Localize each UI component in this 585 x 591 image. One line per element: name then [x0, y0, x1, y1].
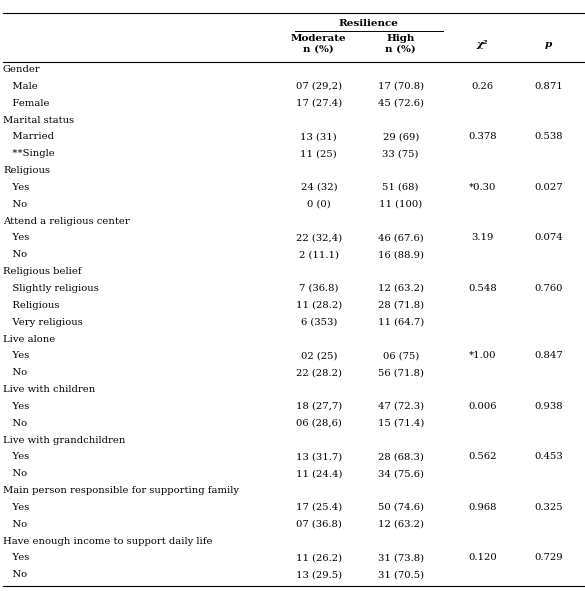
Text: 28 (71.8): 28 (71.8)	[378, 301, 424, 310]
Text: Yes: Yes	[3, 183, 29, 192]
Text: 22 (32,4): 22 (32,4)	[295, 233, 342, 242]
Text: 0.538: 0.538	[535, 132, 563, 141]
Text: No: No	[3, 368, 27, 377]
Text: Female: Female	[3, 99, 49, 108]
Text: 24 (32): 24 (32)	[301, 183, 337, 192]
Text: Yes: Yes	[3, 351, 29, 361]
Text: 45 (72.6): 45 (72.6)	[378, 99, 424, 108]
Text: Yes: Yes	[3, 453, 29, 462]
Text: 2 (11.1): 2 (11.1)	[299, 251, 339, 259]
Text: 12 (63.2): 12 (63.2)	[378, 284, 424, 293]
Text: Married: Married	[3, 132, 54, 141]
Text: 3.19: 3.19	[472, 233, 494, 242]
Text: 0.453: 0.453	[534, 453, 563, 462]
Text: 34 (75.6): 34 (75.6)	[378, 469, 424, 478]
Text: 22 (28.2): 22 (28.2)	[296, 368, 342, 377]
Text: No: No	[3, 418, 27, 428]
Text: 0.027: 0.027	[535, 183, 563, 192]
Text: 0.120: 0.120	[468, 553, 497, 563]
Text: 15 (71.4): 15 (71.4)	[377, 418, 424, 428]
Text: Resilience: Resilience	[339, 19, 398, 28]
Text: 02 (25): 02 (25)	[301, 351, 337, 361]
Text: 0.847: 0.847	[534, 351, 563, 361]
Text: 0 (0): 0 (0)	[307, 200, 331, 209]
Text: 0.006: 0.006	[469, 402, 497, 411]
Text: 11 (28.2): 11 (28.2)	[295, 301, 342, 310]
Text: 31 (70.5): 31 (70.5)	[378, 570, 424, 579]
Text: 0.562: 0.562	[469, 453, 497, 462]
Text: 33 (75): 33 (75)	[383, 149, 419, 158]
Text: Attend a religious center: Attend a religious center	[3, 217, 130, 226]
Text: **Single: **Single	[3, 149, 54, 158]
Text: 29 (69): 29 (69)	[383, 132, 419, 141]
Text: Live with children: Live with children	[3, 385, 95, 394]
Text: 13 (31): 13 (31)	[301, 132, 337, 141]
Text: p: p	[545, 40, 552, 49]
Text: No: No	[3, 200, 27, 209]
Text: 17 (27.4): 17 (27.4)	[295, 99, 342, 108]
Text: 0.325: 0.325	[535, 503, 563, 512]
Text: 0.760: 0.760	[535, 284, 563, 293]
Text: 11 (26.2): 11 (26.2)	[296, 553, 342, 563]
Text: 06 (28,6): 06 (28,6)	[296, 418, 342, 428]
Text: Yes: Yes	[3, 553, 29, 563]
Text: 13 (29.5): 13 (29.5)	[296, 570, 342, 579]
Text: Religious belief: Religious belief	[3, 267, 81, 276]
Text: 56 (71.8): 56 (71.8)	[378, 368, 424, 377]
Text: 11 (24.4): 11 (24.4)	[295, 469, 342, 478]
Text: 0.729: 0.729	[535, 553, 563, 563]
Text: 07 (29,2): 07 (29,2)	[296, 82, 342, 91]
Text: Live alone: Live alone	[3, 335, 55, 343]
Text: Yes: Yes	[3, 402, 29, 411]
Text: High
n (%): High n (%)	[386, 34, 416, 54]
Text: 17 (70.8): 17 (70.8)	[378, 82, 424, 91]
Text: 46 (67.6): 46 (67.6)	[378, 233, 424, 242]
Text: No: No	[3, 570, 27, 579]
Text: 06 (75): 06 (75)	[383, 351, 419, 361]
Text: Yes: Yes	[3, 233, 29, 242]
Text: Religious: Religious	[3, 301, 59, 310]
Text: 0.871: 0.871	[534, 82, 563, 91]
Text: Religious: Religious	[3, 166, 50, 175]
Text: Moderate
n (%): Moderate n (%)	[291, 34, 347, 54]
Text: 31 (73.8): 31 (73.8)	[378, 553, 424, 563]
Text: 50 (74.6): 50 (74.6)	[378, 503, 424, 512]
Text: 0.378: 0.378	[469, 132, 497, 141]
Text: 28 (68.3): 28 (68.3)	[378, 453, 424, 462]
Text: 47 (72.3): 47 (72.3)	[378, 402, 424, 411]
Text: No: No	[3, 520, 27, 529]
Text: 07 (36.8): 07 (36.8)	[296, 520, 342, 529]
Text: 11 (64.7): 11 (64.7)	[377, 318, 424, 327]
Text: Live with grandchildren: Live with grandchildren	[3, 436, 125, 444]
Text: Gender: Gender	[3, 65, 41, 74]
Text: 0.074: 0.074	[534, 233, 563, 242]
Text: Yes: Yes	[3, 503, 29, 512]
Text: Have enough income to support daily life: Have enough income to support daily life	[3, 537, 212, 545]
Text: No: No	[3, 251, 27, 259]
Text: 17 (25.4): 17 (25.4)	[295, 503, 342, 512]
Text: Male: Male	[3, 82, 37, 91]
Text: 0.548: 0.548	[468, 284, 497, 293]
Text: 0.968: 0.968	[469, 503, 497, 512]
Text: Very religious: Very religious	[3, 318, 82, 327]
Text: *0.30: *0.30	[469, 183, 496, 192]
Text: 7 (36.8): 7 (36.8)	[299, 284, 339, 293]
Text: 0.26: 0.26	[472, 82, 494, 91]
Text: Slightly religious: Slightly religious	[3, 284, 99, 293]
Text: 13 (31.7): 13 (31.7)	[295, 453, 342, 462]
Text: *1.00: *1.00	[469, 351, 497, 361]
Text: 12 (63.2): 12 (63.2)	[378, 520, 424, 529]
Text: No: No	[3, 469, 27, 478]
Text: Main person responsible for supporting family: Main person responsible for supporting f…	[3, 486, 239, 495]
Text: 11 (100): 11 (100)	[379, 200, 422, 209]
Text: Marital status: Marital status	[3, 116, 74, 125]
Text: 51 (68): 51 (68)	[383, 183, 419, 192]
Text: 6 (353): 6 (353)	[301, 318, 337, 327]
Text: 18 (27,7): 18 (27,7)	[295, 402, 342, 411]
Text: 0.938: 0.938	[535, 402, 563, 411]
Text: χ²: χ²	[477, 40, 488, 49]
Text: 16 (88.9): 16 (88.9)	[378, 251, 424, 259]
Text: 11 (25): 11 (25)	[301, 149, 337, 158]
